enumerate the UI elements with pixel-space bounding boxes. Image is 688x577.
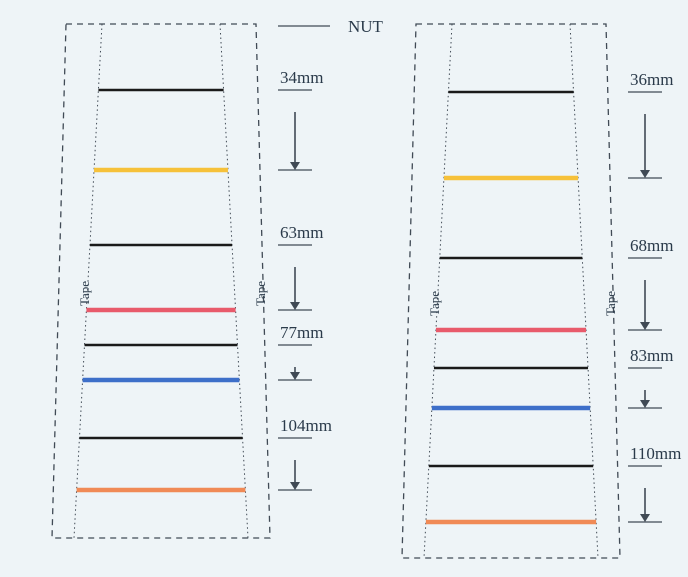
tape-label-right: Tape xyxy=(253,281,269,306)
tape-label-right: Tape xyxy=(603,291,619,316)
dimension-label: 63mm xyxy=(280,223,323,243)
dimension-label: 77mm xyxy=(280,323,323,343)
dimension-label: 68mm xyxy=(630,236,673,256)
nut-label: NUT xyxy=(348,17,383,37)
diagram-canvas: NUT 34mm 63mm 77mm 104mm Tape Tape 36mm 68mm 83m… xyxy=(0,0,688,577)
dimension-label: 34mm xyxy=(280,68,323,88)
tape-label-left: Tape xyxy=(77,281,93,306)
dimension-label: 36mm xyxy=(630,70,673,90)
diagram-svg xyxy=(0,0,688,577)
dimension-label: 110mm xyxy=(630,444,681,464)
dimension-label: 83mm xyxy=(630,346,673,366)
tape-label-left: Tape xyxy=(427,291,443,316)
dimension-label: 104mm xyxy=(280,416,332,436)
